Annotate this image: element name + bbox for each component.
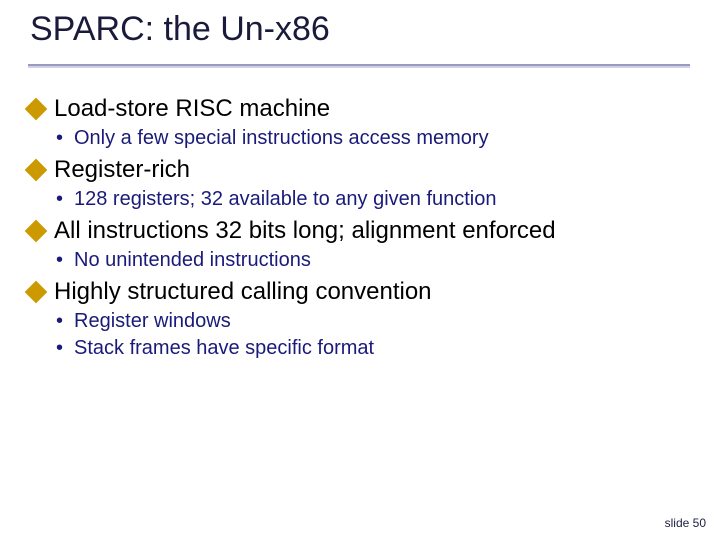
bullet-level1: Register-rich <box>28 155 692 185</box>
bullet-level1: Load-store RISC machine <box>28 94 692 124</box>
bullet-level2: Stack frames have specific format <box>56 336 692 361</box>
bullet-text: Register-rich <box>54 156 190 183</box>
bullet-text: No unintended instructions <box>74 249 311 271</box>
slide: SPARC: the Un-x86 Load-store RISC machin… <box>0 0 720 540</box>
bullet-level2: Register windows <box>56 309 692 334</box>
diamond-icon <box>25 220 48 243</box>
diamond-icon <box>25 98 48 121</box>
bullet-level1: All instructions 32 bits long; alignment… <box>28 216 692 246</box>
diamond-icon <box>25 159 48 182</box>
bullet-level2: Only a few special instructions access m… <box>56 126 692 151</box>
bullet-text: Load-store RISC machine <box>54 95 330 122</box>
title-underline <box>28 64 690 68</box>
bullet-text: Highly structured calling convention <box>54 278 432 305</box>
bullet-text: All instructions 32 bits long; alignment… <box>54 217 556 244</box>
bullet-text: 128 registers; 32 available to any given… <box>74 188 497 210</box>
bullet-level1: Highly structured calling convention <box>28 277 692 307</box>
bullet-text: Only a few special instructions access m… <box>74 127 489 149</box>
bullet-text: Stack frames have specific format <box>74 337 374 359</box>
bullet-text: Register windows <box>74 310 231 332</box>
slide-body: Load-store RISC machine Only a few speci… <box>28 90 692 363</box>
bullet-level2: 128 registers; 32 available to any given… <box>56 187 692 212</box>
slide-title: SPARC: the Un-x86 <box>30 10 330 49</box>
slide-number: slide 50 <box>665 516 706 530</box>
diamond-icon <box>25 281 48 304</box>
bullet-level2: No unintended instructions <box>56 248 692 273</box>
